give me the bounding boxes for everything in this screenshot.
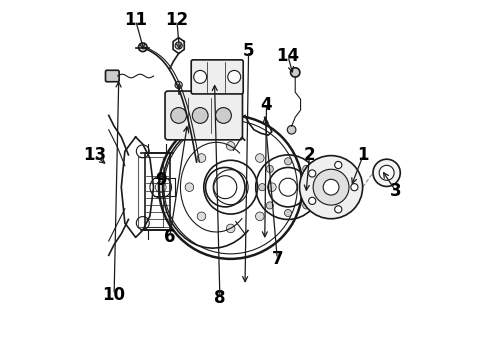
Circle shape bbox=[139, 43, 147, 51]
Circle shape bbox=[255, 154, 264, 162]
Circle shape bbox=[197, 154, 206, 162]
Circle shape bbox=[285, 210, 292, 217]
Text: 14: 14 bbox=[276, 47, 299, 65]
Text: 7: 7 bbox=[271, 250, 283, 268]
Circle shape bbox=[228, 71, 241, 84]
Text: 11: 11 bbox=[124, 12, 147, 30]
Circle shape bbox=[192, 108, 208, 123]
Text: 8: 8 bbox=[214, 289, 226, 307]
Circle shape bbox=[303, 202, 310, 209]
Circle shape bbox=[291, 68, 300, 77]
Text: 10: 10 bbox=[102, 286, 125, 304]
Text: 12: 12 bbox=[165, 12, 189, 30]
Circle shape bbox=[197, 212, 206, 221]
Circle shape bbox=[303, 165, 310, 172]
Text: 1: 1 bbox=[358, 146, 369, 164]
Text: 6: 6 bbox=[164, 228, 175, 246]
Circle shape bbox=[310, 184, 318, 191]
Text: 13: 13 bbox=[83, 146, 106, 164]
Circle shape bbox=[226, 141, 235, 150]
Text: 2: 2 bbox=[304, 146, 316, 164]
Text: 9: 9 bbox=[155, 171, 167, 189]
Circle shape bbox=[335, 161, 342, 168]
Circle shape bbox=[335, 206, 342, 213]
Circle shape bbox=[185, 183, 194, 192]
Circle shape bbox=[268, 183, 276, 192]
FancyBboxPatch shape bbox=[191, 60, 243, 94]
Circle shape bbox=[351, 184, 358, 191]
Text: 3: 3 bbox=[390, 182, 401, 200]
Circle shape bbox=[323, 179, 339, 195]
Circle shape bbox=[226, 224, 235, 233]
Circle shape bbox=[299, 156, 363, 219]
Circle shape bbox=[255, 212, 264, 221]
Circle shape bbox=[373, 159, 400, 186]
Circle shape bbox=[175, 81, 182, 89]
Text: 4: 4 bbox=[261, 96, 272, 114]
Circle shape bbox=[313, 169, 349, 205]
Circle shape bbox=[216, 108, 231, 123]
Circle shape bbox=[194, 71, 207, 84]
Circle shape bbox=[309, 197, 316, 204]
Circle shape bbox=[287, 126, 296, 134]
FancyBboxPatch shape bbox=[165, 91, 243, 140]
Circle shape bbox=[259, 184, 266, 191]
Circle shape bbox=[266, 202, 273, 209]
Circle shape bbox=[175, 42, 182, 49]
Circle shape bbox=[266, 165, 273, 172]
Circle shape bbox=[379, 165, 394, 180]
Circle shape bbox=[309, 170, 316, 177]
Circle shape bbox=[171, 108, 187, 123]
Text: 5: 5 bbox=[243, 42, 254, 60]
Circle shape bbox=[285, 158, 292, 165]
FancyBboxPatch shape bbox=[105, 70, 119, 82]
